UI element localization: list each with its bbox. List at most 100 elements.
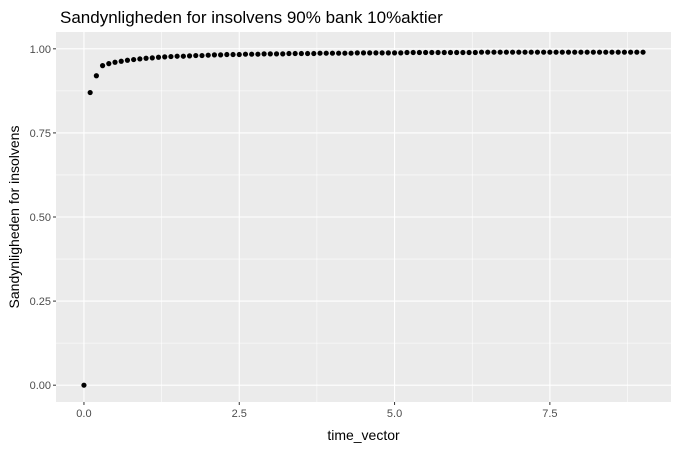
data-point [572,49,578,55]
y-tick-label: 0.00 [30,380,51,392]
data-point [348,50,354,56]
data-point [249,51,255,57]
data-point [367,50,373,56]
data-point [509,49,516,55]
major-gridlines [56,32,671,402]
data-point [149,55,155,61]
data-point [541,49,547,55]
x-tick-label: 2.5 [232,408,247,420]
data-point [578,49,584,55]
data-point [410,49,416,56]
data-point [143,55,149,61]
data-point [336,50,342,56]
data-point [286,50,292,57]
data-point [615,49,621,55]
data-point [205,52,211,58]
data-point [466,49,472,56]
data-point [485,49,491,55]
data-point [280,51,286,57]
data-point [342,50,348,56]
y-tick-label: 0.50 [30,212,51,224]
data-point [584,49,590,55]
data-point [267,51,273,57]
data-point [603,49,609,55]
x-axis: 0.0 2.5 5.0 7.5 [76,402,558,420]
y-tick-label: 0.25 [30,296,51,308]
data-point [106,61,112,67]
x-tick-label: 5.0 [387,408,402,420]
data-point [491,49,497,55]
data-point [460,49,466,56]
data-point [81,382,87,388]
data-point [621,49,628,55]
data-point [398,50,404,56]
data-point [534,49,541,55]
data-point [559,49,565,55]
data-point [435,49,441,56]
data-point [547,49,553,55]
data-point [522,49,528,55]
data-point [391,50,398,56]
data-point [93,73,99,79]
data-point [472,49,478,56]
data-point [447,49,454,56]
y-tick-label: 1.00 [30,44,51,56]
x-axis-title: time_vector [327,427,400,443]
data-point [423,49,429,56]
data-point [168,53,174,60]
data-point [137,56,143,62]
data-point [634,49,640,55]
data-point [628,49,634,55]
data-point [528,49,534,55]
data-point [242,51,249,57]
data-point [590,49,596,55]
data-point [124,57,131,63]
data-point [273,51,280,57]
data-point [609,49,615,55]
data-points [81,49,646,388]
data-point [155,54,162,60]
data-point [379,50,385,56]
data-point [553,49,559,55]
data-point [199,52,205,59]
data-point [236,51,242,58]
data-point [404,49,410,56]
data-point [317,50,323,56]
data-point [360,50,367,56]
y-axis-title: Sandynligheden for insolvens [6,126,22,309]
data-point [311,50,317,57]
data-point [255,51,261,57]
data-point [441,49,447,56]
data-point [180,53,186,59]
chart-title: Sandynligheden for insolvens 90% bank 10… [60,8,443,27]
data-point [186,53,193,59]
data-point [218,52,224,58]
data-point [118,58,124,64]
data-point [323,50,329,56]
data-point [87,89,93,96]
data-point [516,49,522,55]
data-point [224,51,230,58]
data-point [211,52,218,58]
data-point [503,49,509,55]
data-point [565,49,572,55]
x-tick-label: 7.5 [542,408,557,420]
data-point [131,56,137,63]
data-point [230,51,236,58]
data-point [304,50,311,57]
x-tick-label: 0.0 [76,408,91,420]
data-point [429,49,435,56]
data-point [497,49,503,55]
data-point [193,52,199,59]
data-point [174,53,180,59]
data-point [261,51,267,57]
data-point [162,54,168,60]
data-point [99,63,106,69]
data-point [292,50,298,57]
data-point [478,49,485,55]
data-point [354,50,360,56]
data-point [298,50,304,57]
data-point [416,49,423,56]
data-point [373,50,379,56]
